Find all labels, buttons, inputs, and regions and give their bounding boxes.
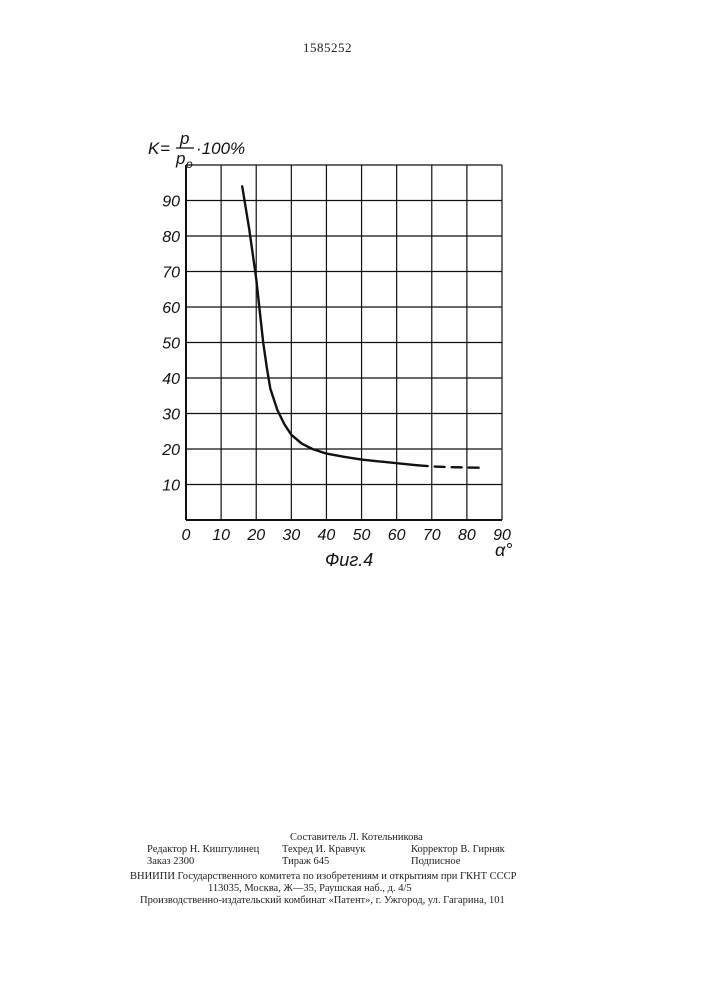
imprint-corrector: Корректор В. Гирняк — [411, 844, 505, 855]
imprint-printer: Производственно-издательский комбинат «П… — [140, 895, 505, 906]
imprint-order: Заказ 2300 — [147, 856, 194, 867]
imprint-circulation: Тираж 645 — [282, 856, 329, 867]
imprint-organization: ВНИИПИ Государственного комитета по изоб… — [130, 871, 517, 882]
imprint-compiler: Составитель Л. Котельникова — [290, 832, 423, 843]
imprint-subscription: Подписное — [411, 856, 460, 867]
imprint-techred: Техред И. Кравчук — [282, 844, 365, 855]
imprint-address: 113035, Москва, Ж—35, Раушская наб., д. … — [208, 883, 412, 894]
imprint-editor: Редактор Н. Киштулинец — [147, 844, 259, 855]
